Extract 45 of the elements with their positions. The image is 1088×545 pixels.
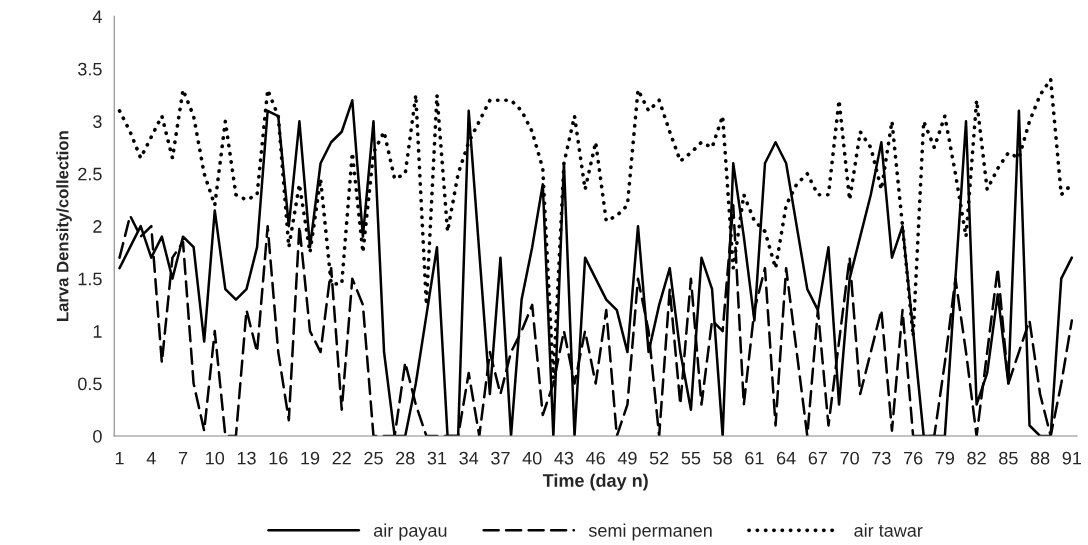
x-axis-title: Time (day n) xyxy=(542,473,648,491)
x-tick-label: 40 xyxy=(522,451,542,465)
x-tick-label: 70 xyxy=(840,451,859,465)
x-tick-label: 58 xyxy=(713,451,732,465)
y-tick-label: 3 xyxy=(93,115,102,128)
x-tick-label: 67 xyxy=(808,451,828,465)
x-tick-label: 4 xyxy=(146,451,156,465)
legend-label: air tawar xyxy=(854,523,923,537)
x-tick-label: 31 xyxy=(427,451,447,465)
y-tick-label: 0.5 xyxy=(78,377,102,391)
x-tick-label: 34 xyxy=(459,451,479,465)
x-tick-label: 91 xyxy=(1062,451,1081,465)
x-tick-label: 37 xyxy=(491,451,510,465)
y-tick-label: 4 xyxy=(92,10,102,23)
y-tick-label: 0 xyxy=(93,429,102,443)
x-tick-label: 43 xyxy=(554,451,574,465)
legend-label: semi permanen xyxy=(588,523,712,541)
x-tick-label: 88 xyxy=(1030,451,1050,465)
x-tick-label: 22 xyxy=(332,451,351,465)
x-tick-label: 28 xyxy=(396,451,415,465)
x-tick-label: 25 xyxy=(364,451,383,465)
x-tick-label: 64 xyxy=(777,451,796,465)
x-tick-label: 76 xyxy=(904,451,923,465)
x-tick-label: 85 xyxy=(999,451,1018,465)
x-tick-label: 73 xyxy=(872,451,891,465)
x-tick-label: 16 xyxy=(269,451,288,465)
x-tick-label: 7 xyxy=(178,451,188,465)
x-tick-label: 10 xyxy=(206,451,225,465)
y-tick-label: 2.5 xyxy=(78,167,102,181)
x-tick-label: 46 xyxy=(586,451,605,465)
legend-label: air payau xyxy=(374,523,447,541)
x-tick-label: 82 xyxy=(967,451,986,465)
x-tick-label: 55 xyxy=(681,451,701,465)
x-tick-label: 13 xyxy=(237,451,256,465)
x-tick-label: 49 xyxy=(617,451,637,465)
y-tick-label: 1 xyxy=(93,325,102,338)
x-tick-label: 61 xyxy=(745,451,764,465)
y-tick-label: 2 xyxy=(93,220,102,233)
y-axis-title: Larva Density/collection xyxy=(56,131,72,321)
y-tick-label: 3.5 xyxy=(78,62,102,76)
x-tick-label: 52 xyxy=(649,451,669,465)
x-tick-label: 79 xyxy=(935,451,955,465)
x-tick-label: 19 xyxy=(301,451,320,465)
x-tick-label: 1 xyxy=(115,451,124,465)
y-tick-label: 1.5 xyxy=(78,272,102,286)
